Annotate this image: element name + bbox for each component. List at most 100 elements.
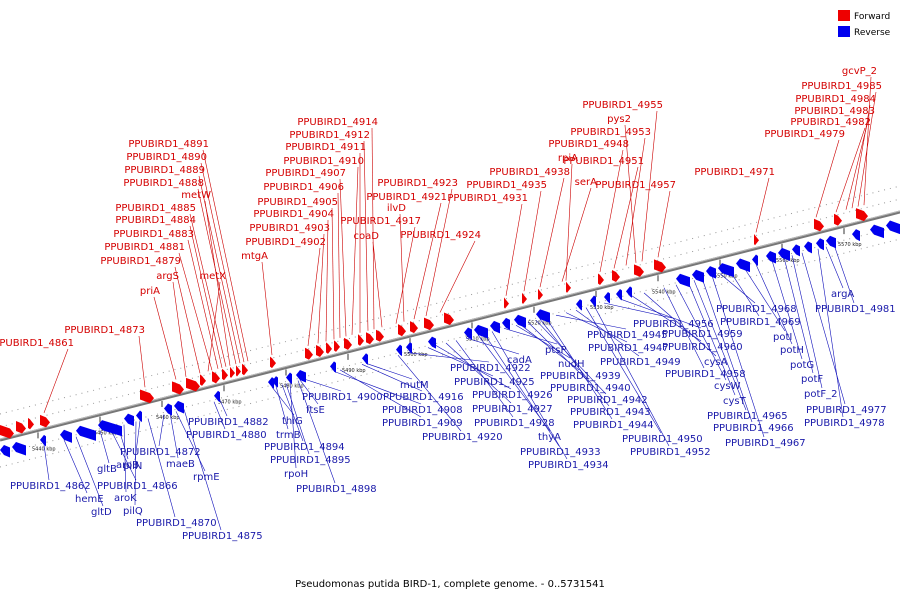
reverse-leader-line (297, 380, 336, 484)
reverse-gene-label: ptsP (545, 345, 567, 356)
forward-gene-arrow (612, 269, 620, 282)
reverse-gene-label: cysA (704, 357, 728, 368)
forward-gene-arrow (186, 377, 200, 392)
reverse-leader-line (169, 412, 179, 459)
reverse-gene-label: pilN (123, 461, 142, 472)
legend-forward-swatch (838, 10, 850, 21)
reverse-leader-line (631, 295, 702, 342)
forward-gene-label: mtgA (241, 251, 268, 262)
forward-gene-arrow (222, 368, 228, 381)
forward-gene-label: metW (181, 190, 211, 201)
forward-gene-label: PPUBIRD1_4890 (126, 152, 207, 163)
reverse-gene-arrow (826, 235, 836, 249)
reverse-gene-arrow (502, 317, 510, 330)
forward-leader-line (613, 166, 639, 269)
forward-gene-arrow (522, 292, 527, 305)
kbp-tick-label: 5500 kbp (404, 352, 428, 358)
reverse-gene-arrow (428, 336, 436, 349)
forward-gene-label: metX (199, 271, 226, 282)
forward-leader-line (261, 261, 273, 356)
reverse-leader-line (771, 260, 803, 360)
reverse-gene-arrow (736, 258, 750, 273)
forward-gene-label: PPUBIRD1_4917 (340, 216, 421, 227)
reverse-gene-label: PPUBIRD1_4900 (302, 392, 383, 403)
forward-leader-line (565, 163, 573, 281)
reverse-gene-label: PPUBIRD1_4870 (136, 518, 217, 529)
forward-gene-label: PPUBIRD1_4931 (447, 193, 528, 204)
reverse-gene-label: PPUBIRD1_4940 (550, 383, 631, 394)
reverse-leader-line (427, 347, 494, 377)
reverse-gene-label: cysW (714, 381, 741, 392)
reverse-leader-line (783, 257, 814, 374)
label-leader-lines (43, 76, 877, 531)
forward-gene-label: PPUBIRD1_4912 (289, 130, 370, 141)
reverse-leader-line (801, 252, 846, 405)
forward-leader-line (337, 192, 341, 338)
forward-leader-line (439, 240, 476, 313)
kbp-tick-label: 5540 kbp (652, 289, 676, 295)
forward-gene-label: PPUBIRD1_4911 (285, 142, 366, 153)
forward-gene-arrow (326, 342, 332, 354)
reverse-leader-line (183, 409, 222, 531)
reverse-gene-arrow (272, 376, 278, 388)
reverse-gene-label: PPUBIRD1_4909 (382, 418, 463, 429)
forward-leader-line (339, 178, 347, 337)
forward-gene-arrow (242, 363, 248, 376)
reverse-leader-line (109, 427, 137, 481)
forward-leader-line (331, 207, 335, 340)
reverse-gene-label: PPUBIRD1_4927 (472, 404, 553, 415)
reverse-leader-line (289, 382, 297, 469)
reverse-gene-arrow (406, 342, 412, 354)
reverse-gene-label: PPUBIRD1_4920 (422, 432, 503, 443)
forward-leader-line (599, 149, 624, 273)
forward-gene-arrow (366, 332, 374, 345)
reverse-leader-line (333, 371, 422, 405)
reverse-leader-line (219, 400, 228, 417)
reverse-gene-arrow (60, 429, 72, 443)
reverse-leader-line (833, 244, 855, 304)
reverse-gene-arrow (616, 288, 622, 301)
reverse-leader-line (361, 364, 423, 392)
reverse-gene-label: PPUBIRD1_4925 (454, 377, 535, 388)
kbp-tick-label: 5470 kbp (218, 399, 242, 405)
forward-gene-arrow (754, 233, 759, 246)
forward-gene-label: PPUBIRD1_4979 (764, 129, 845, 140)
reverse-gene-arrow (0, 445, 10, 458)
forward-gene-label: PPUBIRD1_4883 (113, 229, 194, 240)
forward-gene-arrow (834, 213, 842, 226)
reverse-gene-arrow (766, 250, 776, 264)
forward-leader-line (325, 219, 329, 342)
reverse-leader-line (491, 331, 568, 460)
reverse-leader-line (565, 312, 628, 343)
reverse-gene-label: PPUBIRD1_4969 (720, 317, 801, 328)
reverse-gene-arrow (804, 241, 812, 254)
kbp-tick-label: 5460 kbp (156, 415, 180, 421)
reverse-leader-line (515, 325, 571, 359)
reverse-leader-line (791, 255, 823, 389)
forward-leader-line (851, 104, 871, 209)
forward-gene-arrow (16, 420, 26, 434)
reverse-gene-arrow (124, 413, 134, 427)
forward-gene-label: PPUBIRD1_4985 (801, 81, 882, 92)
forward-gene-arrow (598, 273, 604, 286)
forward-gene-label: PPUBIRD1_4904 (253, 209, 334, 220)
reverse-leader-line (729, 270, 760, 317)
forward-gene-label: PPUBIRD1_4910 (283, 156, 364, 167)
kbp-tick-label: 5480 kbp (280, 384, 304, 390)
forward-gene-label: PPUBIRD1_4924 (400, 230, 481, 241)
kbp-tick-label: 5520 kbp (528, 321, 552, 327)
reverse-gene-label: PPUBIRD1_4967 (725, 438, 806, 449)
forward-leader-line (307, 247, 321, 347)
forward-leader-line (202, 149, 249, 362)
reverse-gene-arrow (330, 361, 336, 373)
forward-leader-line (197, 188, 237, 365)
reverse-gene-label: PPUBIRD1_4934 (528, 460, 609, 471)
reverse-leader-line (539, 319, 610, 407)
forward-gene-label: priA (140, 286, 160, 297)
reverse-gene-label: PPUBIRD1_4880 (186, 430, 267, 441)
kbp-ticks: 5440 kbp 5450 kbp 5460 kbp 5470 kbp 5480 kbp… (32, 228, 862, 452)
reverse-leader-line (825, 246, 844, 289)
reverse-gene-label: ftsE (306, 405, 325, 416)
forward-gene-arrow (444, 312, 454, 326)
